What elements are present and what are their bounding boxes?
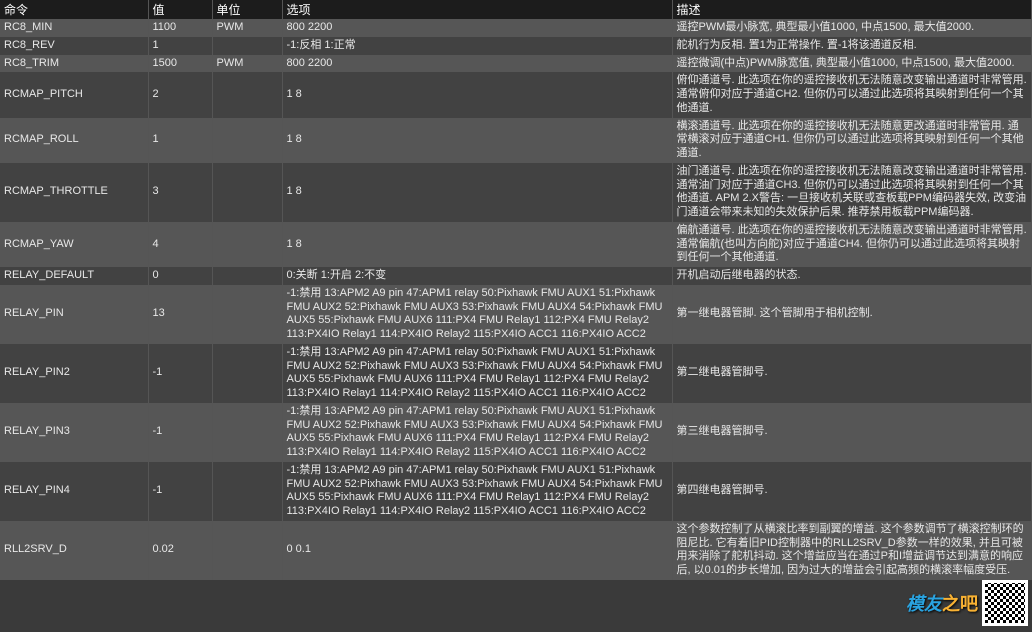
cell-unit[interactable] <box>212 37 282 55</box>
cell-desc[interactable]: 第三继电器管脚号. <box>672 403 1032 462</box>
cell-val[interactable]: -1 <box>148 462 212 521</box>
cell-cmd[interactable]: RC8_MIN <box>0 19 148 37</box>
table-row[interactable]: RC8_REV1 -1:反相 1:正常舵机行为反相. 置1为正常操作. 置-1将该… <box>0 37 1032 55</box>
cell-desc[interactable]: 这个参数控制了从横滚比率到副翼的增益. 这个参数调节了横滚控制环的阻尼比. 它有… <box>672 521 1032 580</box>
cell-desc[interactable]: 舵机行为反相. 置1为正常操作. 置-1将该通道反相. <box>672 37 1032 55</box>
cell-unit[interactable] <box>212 403 282 462</box>
cell-val[interactable]: 1100 <box>148 19 212 37</box>
table-row[interactable]: RCMAP_ROLL1 1 8横滚通道号. 此选项在你的遥控接收机无法随意更改通道… <box>0 118 1032 163</box>
cell-cmd[interactable]: RELAY_DEFAULT <box>0 267 148 285</box>
table-row[interactable]: RELAY_PIN13 -1:禁用 13:APM2 A9 pin 47:APM1 … <box>0 285 1032 344</box>
cell-desc[interactable]: 遥控PWM最小脉宽, 典型最小值1000, 中点1500, 最大值2000. <box>672 19 1032 37</box>
header-value[interactable]: 值 <box>148 0 212 19</box>
table-row[interactable]: RELAY_PIN4-1 -1:禁用 13:APM2 A9 pin 47:APM1… <box>0 462 1032 521</box>
cell-val[interactable]: 2 <box>148 72 212 117</box>
cell-opt[interactable]: 1 8 <box>282 72 672 117</box>
cell-cmd[interactable]: RELAY_PIN3 <box>0 403 148 462</box>
table-row[interactable]: RELAY_DEFAULT0 0:关断 1:开启 2:不变开机启动后继电器的状态. <box>0 267 1032 285</box>
qr-code-icon <box>982 580 1028 626</box>
cell-cmd[interactable]: RCMAP_PITCH <box>0 72 148 117</box>
cell-unit[interactable] <box>212 163 282 222</box>
cell-val[interactable]: 3 <box>148 163 212 222</box>
cell-opt[interactable]: -1:反相 1:正常 <box>282 37 672 55</box>
table-row[interactable]: RCMAP_PITCH2 1 8俯仰通道号. 此选项在你的遥控接收机无法随意改变输… <box>0 72 1032 117</box>
cell-cmd[interactable]: RCMAP_ROLL <box>0 118 148 163</box>
cell-cmd[interactable]: RCMAP_YAW <box>0 222 148 267</box>
cell-cmd[interactable]: RCMAP_THROTTLE <box>0 163 148 222</box>
cell-desc[interactable]: 俯仰通道号. 此选项在你的遥控接收机无法随意改变输出通道时非常管用. 通常俯仰对… <box>672 72 1032 117</box>
cell-desc[interactable]: 开机启动后继电器的状态. <box>672 267 1032 285</box>
cell-desc[interactable]: 第四继电器管脚号. <box>672 462 1032 521</box>
cell-opt[interactable]: 1 8 <box>282 222 672 267</box>
table-row[interactable]: RELAY_PIN2-1 -1:禁用 13:APM2 A9 pin 47:APM1… <box>0 344 1032 403</box>
cell-val[interactable]: 4 <box>148 222 212 267</box>
cell-unit[interactable] <box>212 344 282 403</box>
cell-opt[interactable]: 1 8 <box>282 118 672 163</box>
cell-desc[interactable]: 横滚通道号. 此选项在你的遥控接收机无法随意更改通道时非常管用. 通常横滚对应于… <box>672 118 1032 163</box>
table-row[interactable]: RC8_MIN1100PWM800 2200遥控PWM最小脉宽, 典型最小值10… <box>0 19 1032 37</box>
cell-val[interactable]: 1500 <box>148 55 212 73</box>
cell-opt[interactable]: 0:关断 1:开启 2:不变 <box>282 267 672 285</box>
table-row[interactable]: RCMAP_YAW4 1 8偏航通道号. 此选项在你的遥控接收机无法随意改变输出通… <box>0 222 1032 267</box>
watermark: 模友之吧 <box>906 580 1028 626</box>
cell-unit[interactable] <box>212 285 282 344</box>
cell-cmd[interactable]: RELAY_PIN2 <box>0 344 148 403</box>
parameter-table: 命令 值 单位 选项 描述 RC8_MIN1100PWM800 2200遥控PW… <box>0 0 1032 580</box>
cell-unit[interactable] <box>212 118 282 163</box>
cell-cmd[interactable]: RELAY_PIN4 <box>0 462 148 521</box>
cell-unit[interactable]: PWM <box>212 19 282 37</box>
cell-cmd[interactable]: RLL2SRV_D <box>0 521 148 580</box>
cell-unit[interactable] <box>212 462 282 521</box>
cell-unit[interactable] <box>212 222 282 267</box>
table-row[interactable]: RLL2SRV_D0.02 0 0.1这个参数控制了从横滚比率到副翼的增益. 这个… <box>0 521 1032 580</box>
cell-val[interactable]: -1 <box>148 344 212 403</box>
cell-val[interactable]: 0 <box>148 267 212 285</box>
cell-cmd[interactable]: RC8_REV <box>0 37 148 55</box>
cell-opt[interactable]: -1:禁用 13:APM2 A9 pin 47:APM1 relay 50:Pi… <box>282 344 672 403</box>
cell-val[interactable]: 1 <box>148 37 212 55</box>
cell-unit[interactable] <box>212 72 282 117</box>
header-unit[interactable]: 单位 <box>212 0 282 19</box>
cell-desc[interactable]: 偏航通道号. 此选项在你的遥控接收机无法随意改变输出通道时非常管用. 通常偏航(… <box>672 222 1032 267</box>
cell-val[interactable]: 13 <box>148 285 212 344</box>
cell-cmd[interactable]: RC8_TRIM <box>0 55 148 73</box>
cell-val[interactable]: 1 <box>148 118 212 163</box>
cell-desc[interactable]: 第一继电器管脚. 这个管脚用于相机控制. <box>672 285 1032 344</box>
cell-opt[interactable]: -1:禁用 13:APM2 A9 pin 47:APM1 relay 50:Pi… <box>282 285 672 344</box>
cell-val[interactable]: 0.02 <box>148 521 212 580</box>
cell-desc[interactable]: 油门通道号. 此选项在你的遥控接收机无法随意改变输出通道时非常管用. 通常油门对… <box>672 163 1032 222</box>
table-row[interactable]: RELAY_PIN3-1 -1:禁用 13:APM2 A9 pin 47:APM1… <box>0 403 1032 462</box>
cell-unit[interactable] <box>212 521 282 580</box>
cell-unit[interactable]: PWM <box>212 55 282 73</box>
cell-opt[interactable]: 0 0.1 <box>282 521 672 580</box>
table-header-row: 命令 值 单位 选项 描述 <box>0 0 1032 19</box>
cell-opt[interactable]: -1:禁用 13:APM2 A9 pin 47:APM1 relay 50:Pi… <box>282 403 672 462</box>
header-description[interactable]: 描述 <box>672 0 1032 19</box>
table-row[interactable]: RCMAP_THROTTLE3 1 8油门通道号. 此选项在你的遥控接收机无法随意… <box>0 163 1032 222</box>
header-options[interactable]: 选项 <box>282 0 672 19</box>
header-command[interactable]: 命令 <box>0 0 148 19</box>
cell-opt[interactable]: 1 8 <box>282 163 672 222</box>
cell-opt[interactable]: -1:禁用 13:APM2 A9 pin 47:APM1 relay 50:Pi… <box>282 462 672 521</box>
cell-opt[interactable]: 800 2200 <box>282 55 672 73</box>
cell-val[interactable]: -1 <box>148 403 212 462</box>
table-row[interactable]: RC8_TRIM1500PWM800 2200遥控微调(中点)PWM脉宽值, 典… <box>0 55 1032 73</box>
watermark-text: 模友之吧 <box>906 590 978 616</box>
cell-desc[interactable]: 遥控微调(中点)PWM脉宽值, 典型最小值1000, 中点1500, 最大值20… <box>672 55 1032 73</box>
cell-desc[interactable]: 第二继电器管脚号. <box>672 344 1032 403</box>
cell-opt[interactable]: 800 2200 <box>282 19 672 37</box>
cell-unit[interactable] <box>212 267 282 285</box>
cell-cmd[interactable]: RELAY_PIN <box>0 285 148 344</box>
